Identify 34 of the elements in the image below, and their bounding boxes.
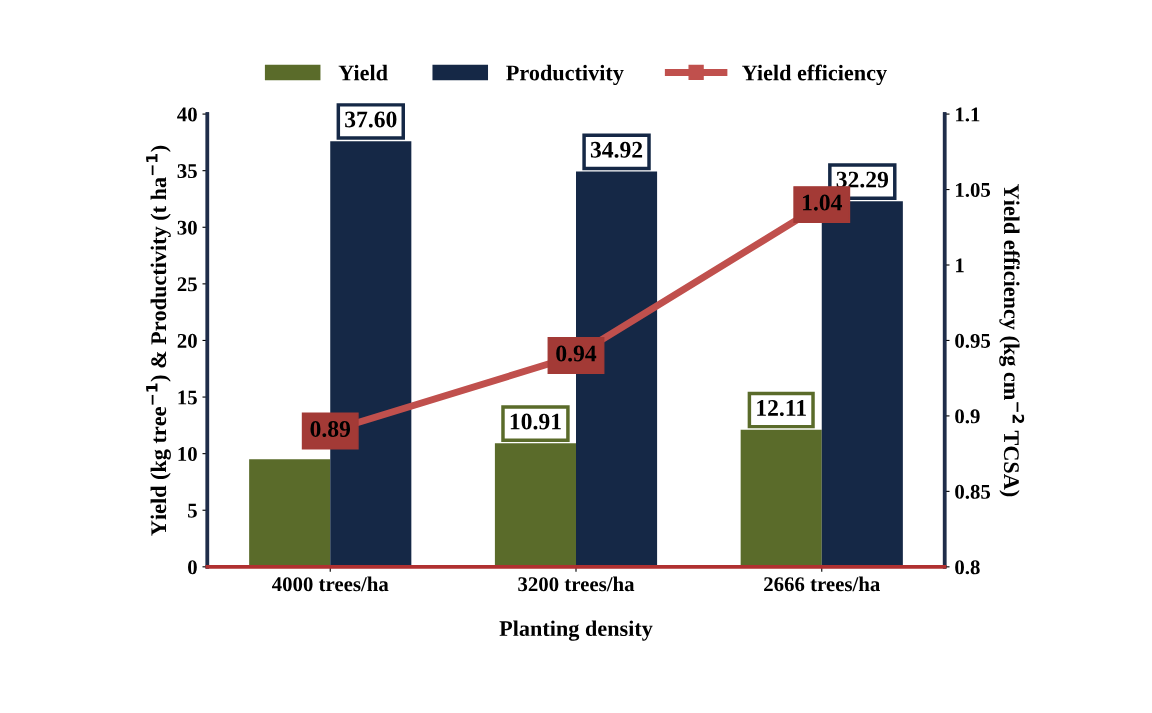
y2-tick-label: 0.9 bbox=[955, 409, 980, 424]
y-tick-label: 35 bbox=[177, 164, 197, 179]
y2-tick-label: 1 bbox=[956, 258, 964, 273]
data-label: 10.91 bbox=[510, 413, 561, 430]
legend-label: Yield efficiency bbox=[742, 64, 887, 86]
y2-tick-label: 1.1 bbox=[956, 107, 980, 122]
data-label: 12.11 bbox=[757, 400, 806, 417]
bar bbox=[249, 459, 331, 567]
y2-tick-label: 0.8 bbox=[955, 560, 980, 575]
data-label: 0.89 bbox=[310, 420, 351, 438]
y-axis-title: Yield (kg tree$^{−1}$) & Productivity (t ha$^{−1}$) bbox=[146, 145, 171, 536]
y2-tick-label: 1.05 bbox=[956, 182, 991, 198]
data-label: 34.92 bbox=[590, 141, 643, 158]
y-tick-label: 10 bbox=[178, 447, 197, 462]
x-tick-label: 2666 trees/ha bbox=[764, 576, 880, 592]
legend-label: Yield bbox=[338, 64, 388, 81]
data-label: 0.94 bbox=[556, 345, 597, 362]
y-tick-label: 5 bbox=[188, 503, 197, 518]
y2-tick-label: 0.95 bbox=[955, 333, 991, 348]
y-tick-label: 30 bbox=[177, 220, 197, 235]
x-axis-title: Planting density bbox=[499, 620, 653, 641]
y-tick-label: 20 bbox=[177, 333, 197, 348]
data-label: 32.29 bbox=[836, 171, 889, 188]
y2-axis-title: Yield efficiency (kg cm$^{−2}$ TCSA) bbox=[999, 184, 1025, 497]
y-tick-label: 25 bbox=[177, 277, 197, 292]
y-tick-label: 15 bbox=[178, 390, 197, 405]
x-tick-label: 4000 trees/ha bbox=[271, 576, 389, 592]
x-tick-label: 3200 trees/ha bbox=[518, 576, 635, 592]
data-label: 37.60 bbox=[345, 111, 397, 128]
y-tick-label: 40 bbox=[177, 107, 197, 122]
legend-label: Productivity bbox=[506, 64, 624, 86]
y2-tick-label: 0.85 bbox=[955, 484, 991, 499]
y-tick-label: 0 bbox=[188, 560, 197, 575]
data-label: 1.04 bbox=[802, 194, 842, 211]
